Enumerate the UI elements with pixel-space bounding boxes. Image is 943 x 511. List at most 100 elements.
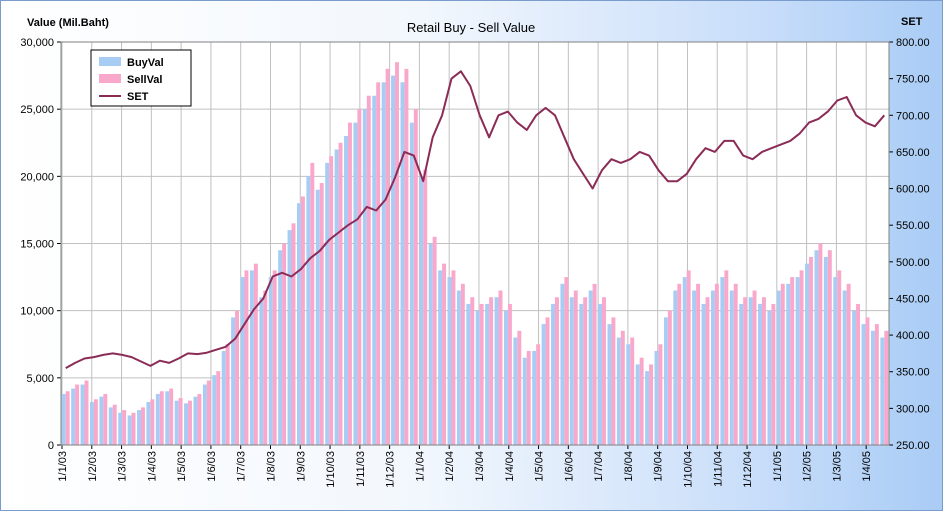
plot-border <box>60 41 890 446</box>
x-tick-label: 1/3/03 <box>117 451 129 482</box>
x-tick-label: 1/11/03 <box>355 451 367 487</box>
sellval-bar <box>507 303 512 445</box>
buyval-bar <box>522 357 527 445</box>
sellval-bar <box>263 290 268 445</box>
sellval-bar <box>103 393 108 445</box>
y-right-tick-label: 400.00 <box>896 330 930 342</box>
legend-item-set-label: SET <box>127 91 149 103</box>
sellval-bar <box>291 223 296 445</box>
sellval-bar <box>131 412 136 445</box>
x-tick-label: 1/6/03 <box>206 451 218 482</box>
sellval-bar <box>404 68 409 445</box>
y-right-tick-label: 300.00 <box>896 403 930 415</box>
sellval-bar <box>65 391 70 445</box>
y-left-tick-label: 5,000 <box>26 373 54 385</box>
sellval-bar <box>244 270 249 445</box>
y-right-tick-label: 250.00 <box>896 440 930 452</box>
x-tick-label: 1/4/04 <box>504 451 516 482</box>
x-tick-label: 1/8/03 <box>265 451 277 482</box>
sellval-bar <box>413 109 418 446</box>
buyval-bar <box>71 388 76 445</box>
sellval-bar <box>526 350 531 445</box>
chart-title: Retail Buy - Sell Value <box>407 20 535 35</box>
buyval-bar <box>682 277 687 445</box>
sellval-bar <box>75 384 80 445</box>
sellval-bar <box>536 344 541 445</box>
sellval-bar <box>564 277 569 445</box>
sellval-bar <box>771 303 776 445</box>
buyval-bar <box>579 303 584 445</box>
x-tick-label: 1/5/03 <box>176 451 188 482</box>
buyval-bar <box>616 337 621 445</box>
sellval-bar <box>545 317 550 445</box>
buyval-bar <box>654 350 659 445</box>
y-right-tick-label: 800.00 <box>896 37 930 49</box>
buyval-bar <box>391 75 396 445</box>
sellval-bar <box>573 290 578 445</box>
x-tick-label: 1/11/04 <box>712 451 724 487</box>
buyval-bar <box>400 82 405 446</box>
sellval-bar <box>197 393 202 445</box>
buyval-bar <box>776 290 781 445</box>
buyval-bar <box>692 290 697 445</box>
buyval-bar <box>89 402 94 445</box>
sellval-bar <box>696 283 701 445</box>
x-tick-label: 1/6/04 <box>563 451 575 482</box>
y-left-tick-label: 30,000 <box>20 37 54 49</box>
sellval-bar <box>884 330 889 445</box>
buyval-bar <box>729 290 734 445</box>
legend-item-sellval-swatch <box>99 74 121 83</box>
sellval-bar <box>112 404 117 445</box>
sellval-bar <box>649 364 654 445</box>
sellval-bar <box>423 169 428 445</box>
x-tick-label: 1/4/05 <box>861 451 873 482</box>
buyval-bar <box>833 277 838 445</box>
sellval-bar <box>837 270 842 445</box>
legend: BuyVal SellVal SET <box>90 49 192 107</box>
buyval-bar <box>118 412 123 445</box>
x-tick-label: 1/12/03 <box>385 451 397 488</box>
buyval-bar <box>607 324 612 445</box>
sellval-bar <box>630 337 635 445</box>
buyval-bar <box>306 176 311 446</box>
sellval-bar <box>235 310 240 445</box>
sellval-bar <box>743 297 748 445</box>
buyval-bar <box>842 290 847 445</box>
buyval-bar <box>212 375 217 445</box>
sellval-bar <box>451 270 456 445</box>
sellval-bar <box>780 283 785 445</box>
buyval-bar <box>494 297 499 445</box>
sellval-bar <box>846 283 851 445</box>
sellval-bar <box>752 290 757 445</box>
legend-item-buyval-swatch <box>99 57 121 66</box>
sellval-bar <box>865 317 870 445</box>
sellval-bar <box>272 270 277 445</box>
buyval-bar <box>259 297 264 445</box>
sellval-bar <box>188 400 192 445</box>
sellval-bar <box>686 270 691 445</box>
sellval-bar <box>93 399 98 445</box>
buyval-bar <box>626 344 631 445</box>
sellval-bar <box>592 283 597 445</box>
y-left-axis-label: Value (Mil.Baht) <box>27 17 109 29</box>
buyval-bar <box>325 162 330 445</box>
buyval-bar <box>155 393 160 445</box>
sellval-bar <box>611 317 616 445</box>
buyval-bar <box>880 337 885 445</box>
sellval-bar <box>620 330 625 445</box>
y-right-tick-label: 450.00 <box>896 293 930 305</box>
x-tick-label: 1/4/03 <box>146 451 158 482</box>
buyval-bar <box>127 415 132 445</box>
buyval-bar <box>381 82 386 446</box>
buyval-bar <box>174 400 179 445</box>
sellval-bar <box>225 344 230 445</box>
buyval-bar <box>861 324 866 445</box>
x-tick-label: 1/3/04 <box>474 451 486 482</box>
sellval-bar <box>140 407 145 445</box>
x-tick-label: 1/10/04 <box>682 451 694 488</box>
sellval-bar <box>790 277 795 445</box>
x-tick-label: 1/1/03 <box>57 451 69 482</box>
buyval-bar <box>296 203 301 445</box>
buyval-bar <box>165 391 170 445</box>
x-tick-label: 1/12/04 <box>742 451 754 488</box>
